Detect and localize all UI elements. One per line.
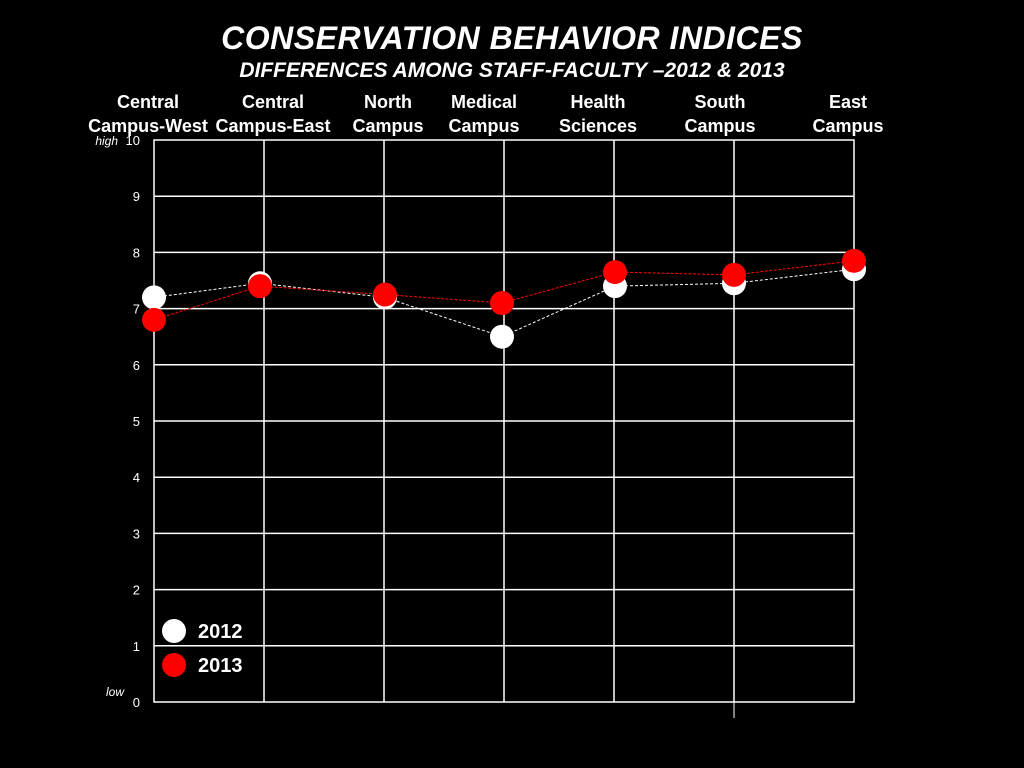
category-label-line: Campus bbox=[812, 116, 883, 136]
category-label: Central Campus-East bbox=[215, 92, 330, 136]
category-label-line: South bbox=[695, 92, 746, 112]
y-tick-label: 6 bbox=[133, 358, 140, 373]
category-label-line: Campus bbox=[448, 116, 519, 136]
y-tick-label: 7 bbox=[133, 302, 140, 317]
data-point-2013 bbox=[248, 274, 272, 299]
y-tick-label: 4 bbox=[133, 470, 140, 485]
data-point-2013 bbox=[842, 248, 866, 273]
chart-title: CONSERVATION BEHAVIOR INDICES bbox=[221, 20, 803, 56]
y-tick-label: 8 bbox=[133, 245, 140, 260]
category-label-line: Health bbox=[570, 92, 625, 112]
category-label: South Campus bbox=[684, 92, 755, 136]
category-label-line: Medical bbox=[451, 92, 517, 112]
category-label-line: Central bbox=[242, 92, 304, 112]
y-high-label: high bbox=[95, 134, 118, 148]
y-tick-label: 0 bbox=[133, 695, 140, 710]
legend-marker-2012 bbox=[162, 619, 186, 643]
category-label-line: Campus-East bbox=[215, 116, 330, 136]
y-low-label: low bbox=[106, 685, 125, 699]
category-label: Central Campus-West bbox=[88, 92, 208, 136]
y-tick-label: 5 bbox=[133, 414, 140, 429]
data-point-2013 bbox=[490, 290, 514, 315]
legend-label: 2013 bbox=[198, 655, 243, 677]
category-label-line: Campus bbox=[684, 116, 755, 136]
data-point-2013 bbox=[603, 260, 627, 285]
category-label-line: Campus-West bbox=[88, 116, 208, 136]
y-tick-label: 1 bbox=[133, 639, 140, 654]
category-label-line: Central bbox=[117, 92, 179, 112]
legend-marker-2013 bbox=[162, 653, 186, 677]
category-label-line: East bbox=[829, 92, 867, 112]
category-label-line: Campus bbox=[352, 116, 423, 136]
data-point-2012 bbox=[142, 285, 166, 310]
legend-label: 2012 bbox=[198, 621, 243, 643]
chart-subtitle: DIFFERENCES AMONG STAFF-FACULTY –2012 & … bbox=[239, 59, 785, 82]
category-label: East Campus bbox=[812, 92, 883, 136]
category-label: Medical Campus bbox=[448, 92, 519, 136]
category-label: Health Sciences bbox=[559, 92, 637, 136]
data-point-2013 bbox=[373, 282, 397, 307]
data-point-2013 bbox=[722, 262, 746, 287]
y-tick-label: 10 bbox=[126, 133, 140, 148]
data-point-2013 bbox=[142, 307, 166, 332]
y-tick-label: 2 bbox=[133, 583, 140, 598]
category-label-line: North bbox=[364, 92, 412, 112]
y-tick-label: 9 bbox=[133, 189, 140, 204]
y-tick-label: 3 bbox=[133, 526, 140, 541]
category-label-line: Sciences bbox=[559, 116, 637, 136]
data-point-2012 bbox=[490, 324, 514, 349]
category-label: North Campus bbox=[352, 92, 423, 136]
